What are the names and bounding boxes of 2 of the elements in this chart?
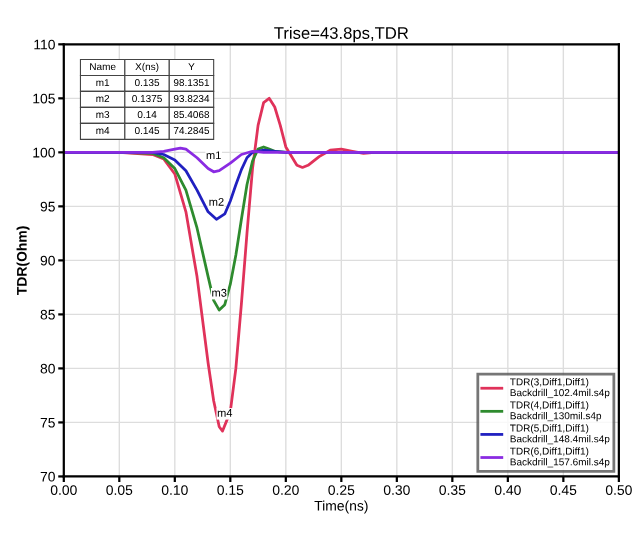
line-series [63, 146, 619, 174]
chart-title: Trise=43.8ps,TDR [274, 26, 409, 43]
